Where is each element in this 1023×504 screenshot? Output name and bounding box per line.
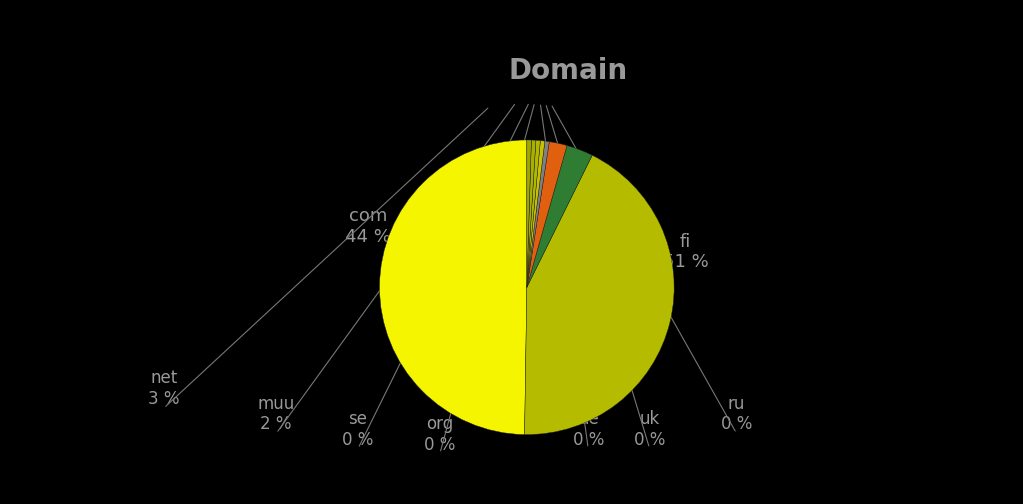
Wedge shape <box>380 140 527 434</box>
Wedge shape <box>527 141 545 287</box>
Wedge shape <box>527 141 549 287</box>
Text: com
44 %: com 44 % <box>346 208 391 246</box>
Wedge shape <box>527 140 540 287</box>
Wedge shape <box>527 142 567 287</box>
Text: se
0 %: se 0 % <box>343 410 373 449</box>
Text: Domain: Domain <box>508 56 627 85</box>
Wedge shape <box>527 146 592 287</box>
Text: ru
0 %: ru 0 % <box>721 395 752 433</box>
Text: de
0 %: de 0 % <box>573 410 604 449</box>
Text: muu
2 %: muu 2 % <box>258 395 295 433</box>
Wedge shape <box>527 140 531 287</box>
Text: fi
51 %: fi 51 % <box>663 233 708 271</box>
Text: org
0 %: org 0 % <box>425 415 455 454</box>
Wedge shape <box>525 155 674 434</box>
Wedge shape <box>527 140 536 287</box>
Text: net
3 %: net 3 % <box>148 369 179 408</box>
Text: uk
0 %: uk 0 % <box>634 410 665 449</box>
